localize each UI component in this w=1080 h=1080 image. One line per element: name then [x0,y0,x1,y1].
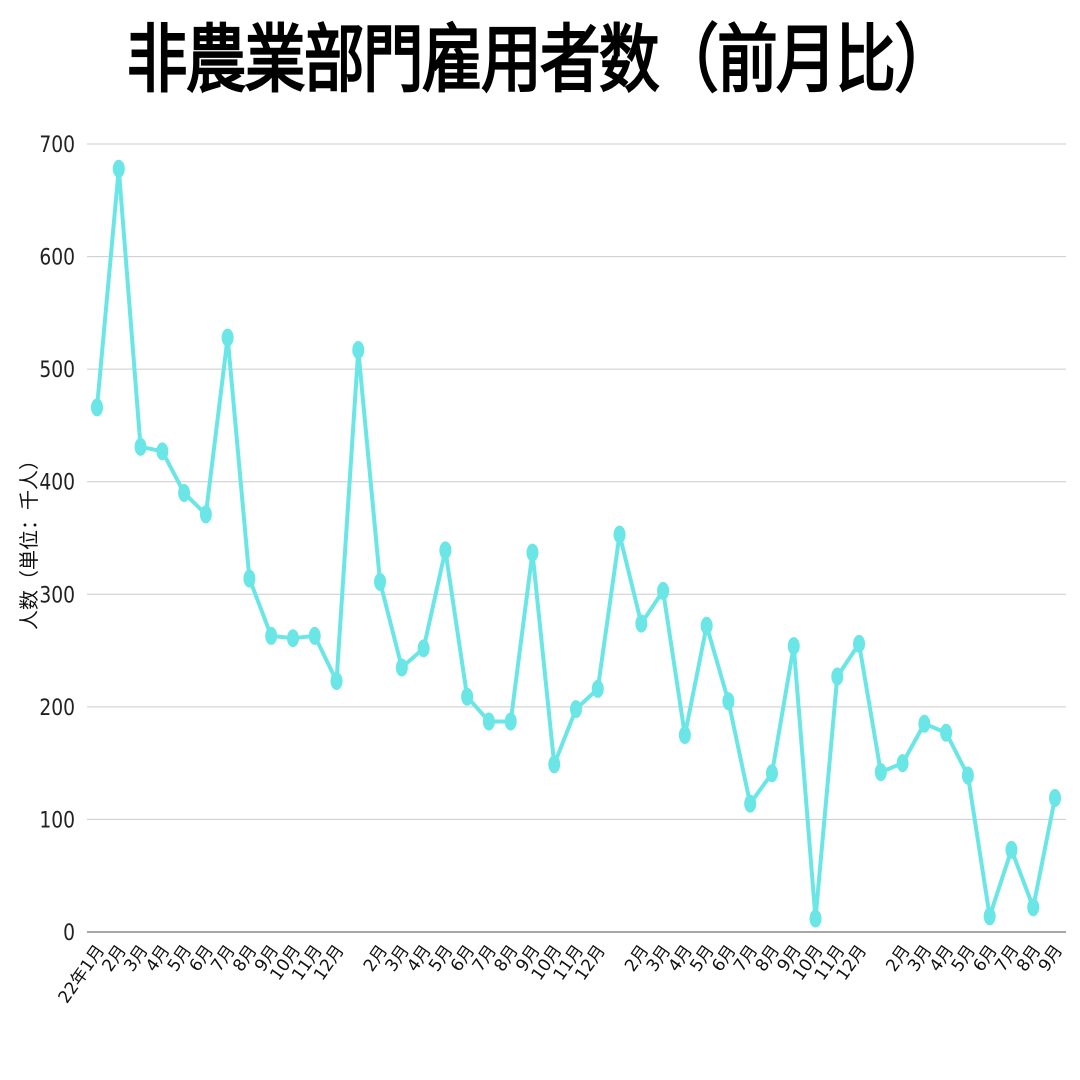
data-point-marker [374,572,387,591]
x-tick-label: 22年1月 [55,941,109,1007]
data-point-marker [265,626,278,645]
data-point-marker [678,726,691,744]
y-tick-label: 0 [63,920,75,946]
data-point-marker [1005,840,1018,859]
data-point-marker [744,794,757,813]
data-point-marker [286,629,299,648]
gridlines [87,143,1066,933]
data-point-marker [243,569,256,588]
data-point-marker [482,712,495,731]
y-axis-ticks: 0 100 200 300 400 500 600 700 [39,132,75,946]
data-point-marker [983,907,996,926]
data-point-marker [134,437,147,456]
data-point-marker [439,541,452,560]
data-point-marker [613,525,626,544]
data-point-marker [765,764,778,783]
data-point-marker [570,700,582,719]
data-point-marker [352,341,365,360]
data-point-marker [1049,789,1061,808]
data-point-marker [853,634,866,653]
data-point-marker [199,505,212,524]
data-point-marker [112,159,125,178]
data-point-marker [1027,898,1040,917]
series-line [95,166,1057,921]
data-point-marker [635,614,648,633]
data-series-line [91,159,1061,928]
data-point-marker [896,754,909,773]
y-tick-label: 600 [39,244,75,270]
data-point-marker [809,909,822,928]
data-point-marker [874,763,887,782]
data-point-marker [91,398,103,417]
y-axis-label: 人数（単位：千人） [17,450,41,630]
data-point-marker [787,637,800,656]
data-point-marker [461,687,474,706]
data-point-marker [548,755,561,774]
data-point-marker [504,712,517,731]
data-point-marker [526,543,539,562]
data-point-marker [700,616,713,635]
y-tick-label: 700 [39,132,75,158]
y-tick-label: 300 [39,582,75,608]
data-point-marker [918,714,931,733]
y-tick-label: 400 [39,469,75,495]
data-point-marker [940,723,953,742]
data-point-marker [221,328,234,347]
data-point-marker [156,442,169,461]
x-tick-label: 9月 [1035,941,1067,975]
data-point-marker [961,766,974,785]
data-point-marker [831,667,844,686]
data-point-marker [308,626,321,645]
chart-title: 非農業部門雇用者数（前月比） [126,17,955,103]
data-point-marker [722,692,735,711]
data-point-marker [330,671,343,690]
data-point-marker [395,658,408,677]
data-point-marker [417,639,430,658]
data-point-marker [178,483,191,502]
y-tick-label: 200 [39,694,75,720]
y-tick-label: 100 [39,807,75,833]
data-point-marker [657,581,670,600]
data-point-marker [591,679,604,698]
y-tick-label: 500 [39,357,75,383]
